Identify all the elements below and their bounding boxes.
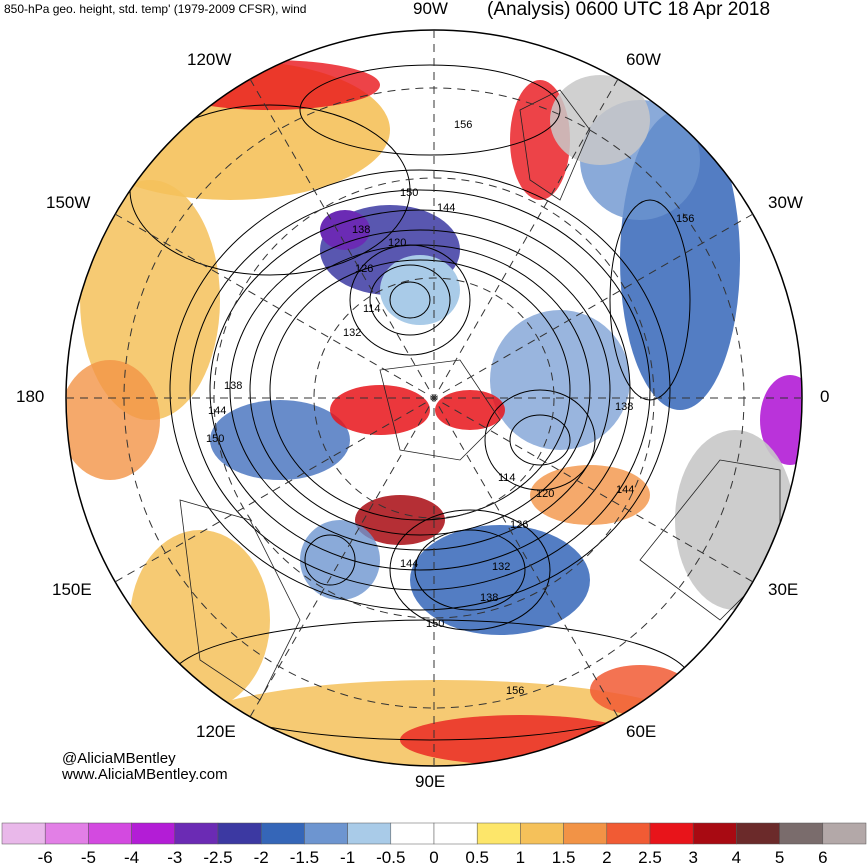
colorbar-swatch xyxy=(520,822,564,845)
contour-label: 144 xyxy=(616,484,634,496)
colorbar-tick-label: 0.5 xyxy=(465,848,489,865)
colorbar-tick-label: 6 xyxy=(818,848,827,865)
lon-label-150e: 150E xyxy=(52,580,92,599)
colorbar-swatch xyxy=(174,822,219,845)
colorbar-swatch xyxy=(260,822,305,845)
contour-label: 114 xyxy=(498,472,516,484)
coastlines xyxy=(179,89,781,701)
colorbar-tick-label: 4 xyxy=(732,848,741,865)
credit-website: www.AliciaMBentley.com xyxy=(62,766,228,783)
lon-label-60w: 60W xyxy=(626,50,661,69)
contour-label: 138 xyxy=(480,592,498,604)
contour-label: 156 xyxy=(506,685,524,697)
contour-label: 138 xyxy=(352,224,370,236)
contour-label: 114 xyxy=(363,303,381,315)
colorbar-swatch xyxy=(304,822,348,845)
colorbar-swatch xyxy=(692,822,737,845)
colorbar-tick-label: -1 xyxy=(340,848,355,865)
colorbar-tick-label: 5 xyxy=(775,848,784,865)
lon-label-30w: 30W xyxy=(768,193,803,212)
contour-label: 138 xyxy=(615,401,633,413)
temperature-colorbar: -6 -5 -4 -3 -2.5 -2 -1.5 -1 -0.5 0 0.5 1 1.5 2 2.5 3 4 5 6 xyxy=(1,822,867,865)
lon-label-90w: 90W xyxy=(413,0,448,18)
colorbar-swatch xyxy=(88,822,132,845)
contour-label: 156 xyxy=(454,119,472,131)
contour-label: 132 xyxy=(492,561,510,573)
contour-label: 126 xyxy=(355,263,373,275)
lon-label-120e: 120E xyxy=(196,722,236,741)
analysis-time: (Analysis) 0600 UTC 18 Apr 2018 xyxy=(487,0,771,20)
lon-label-90e: 90E xyxy=(415,772,446,791)
contour-label: 150 xyxy=(426,618,444,630)
colorbar-swatch xyxy=(217,822,262,845)
colorbar-tick-label: 3 xyxy=(688,848,697,865)
colorbar-tick-label: 2.5 xyxy=(638,848,662,865)
colorbar-swatch xyxy=(433,822,478,845)
colorbar-swatch xyxy=(606,822,651,845)
colorbar-tick-label: 1 xyxy=(516,848,525,865)
colorbar-swatch xyxy=(649,822,694,845)
lon-label-60e: 60E xyxy=(626,722,657,741)
contour-label: 144 xyxy=(208,405,226,417)
colorbar-swatch xyxy=(779,822,824,845)
colorbar-tick-label: -2.5 xyxy=(203,848,232,865)
colorbar-swatch xyxy=(131,822,176,845)
contour-label: 126 xyxy=(510,519,528,531)
height-contours xyxy=(129,64,691,741)
colorbar-tick-label: -4 xyxy=(124,848,139,865)
colorbar-tick-label: 0 xyxy=(429,848,438,865)
colorbar-tick-label: -5 xyxy=(81,848,96,865)
colorbar-tick-label: 1.5 xyxy=(552,848,576,865)
colorbar-swatch xyxy=(347,822,392,845)
contour-label: 150 xyxy=(400,187,418,199)
contour-label: 156 xyxy=(676,213,694,225)
contour-label: 120 xyxy=(536,488,554,500)
lon-label-180: 180 xyxy=(16,387,45,406)
contour-label: 132 xyxy=(343,327,361,339)
contour-label: 138 xyxy=(224,380,242,392)
colorbar-swatch xyxy=(1,822,46,845)
polar-map: 156 150 144 138 132 126 120 114 138 144 … xyxy=(65,29,803,767)
colorbar-tick-label: -0.5 xyxy=(376,848,405,865)
colorbar-swatch xyxy=(736,822,780,845)
colorbar-tick-label: -3 xyxy=(167,848,182,865)
colorbar-swatch xyxy=(390,822,435,845)
colorbar-tick-label: -2 xyxy=(254,848,269,865)
credit-handle: @AliciaMBentley xyxy=(62,750,176,767)
colorbar-tick-label: -6 xyxy=(38,848,53,865)
lon-label-30e: 30E xyxy=(768,580,799,599)
map-title: 850-hPa geo. height, std. temp' (1979-20… xyxy=(4,2,307,16)
colorbar-swatch xyxy=(563,822,608,845)
contour-label: 150 xyxy=(206,433,224,445)
contour-label: 120 xyxy=(388,237,406,249)
lon-label-150w: 150W xyxy=(46,193,91,212)
contour-label: 144 xyxy=(400,558,418,570)
lon-label-0: 0 xyxy=(820,387,830,406)
colorbar-swatch xyxy=(476,822,521,845)
colorbar-tick-label: 2 xyxy=(602,848,611,865)
contour-label: 144 xyxy=(437,202,455,214)
colorbar-swatch xyxy=(822,822,867,845)
graticule xyxy=(66,30,802,766)
lon-label-120w: 120W xyxy=(187,50,232,69)
colorbar-tick-label: -1.5 xyxy=(290,848,319,865)
colorbar-swatch xyxy=(44,822,89,845)
